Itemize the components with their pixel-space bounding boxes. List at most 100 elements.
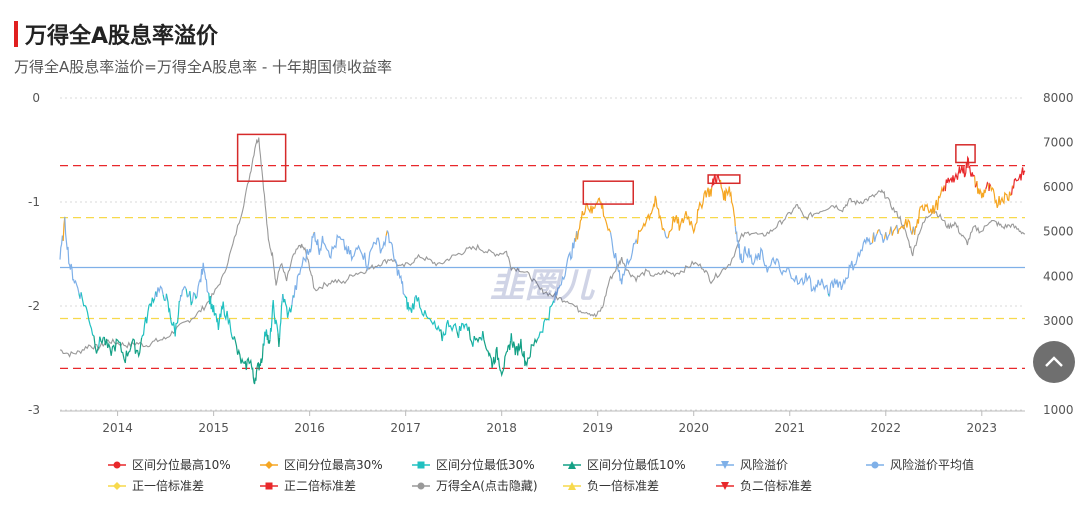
series-risk-premium-segment (156, 285, 164, 297)
y-tick-right: 5000 (1043, 225, 1074, 239)
legend-label: 风险溢价 (740, 458, 789, 472)
legend-item[interactable]: 区间分位最高30% (260, 456, 383, 473)
series-risk-premium-segment (1012, 167, 1026, 189)
series-risk-premium-segment (664, 231, 669, 239)
legend-label: 正一倍标准差 (132, 479, 205, 493)
legend-label: 区间分位最高10% (132, 458, 231, 472)
legend-marker-icon (563, 481, 581, 490)
series-risk-premium-segment (313, 232, 387, 272)
series-risk-premium-segment (891, 224, 898, 236)
series-risk-premium-segment (553, 238, 577, 303)
page-title: 万得全A股息率溢价 (25, 24, 219, 49)
series-risk-premium-segment (736, 231, 829, 294)
legend-item[interactable]: 风险溢价平均值 (866, 456, 974, 473)
series-risk-premium-segment (165, 293, 181, 337)
legend-item[interactable]: 正二倍标准差 (260, 477, 356, 494)
series-risk-premium-segment (536, 299, 555, 340)
y-tick-right: 6000 (1043, 180, 1074, 194)
legend-label: 正二倍标准差 (284, 479, 357, 493)
x-tick-label: 2016 (294, 421, 325, 435)
highlight-box (707, 174, 741, 185)
series-risk-premium-segment (80, 292, 95, 337)
highlight-box (955, 144, 976, 164)
highlight-box (582, 180, 634, 205)
legend-marker-icon (260, 482, 278, 489)
series-risk-premium-segment (988, 182, 992, 191)
series-risk-premium-segment (282, 293, 293, 318)
x-tick-label: 2015 (198, 421, 229, 435)
series-risk-premium-segment (974, 176, 976, 188)
series-risk-premium-segment (914, 185, 944, 235)
series-risk-premium-segment (636, 195, 666, 244)
series-risk-premium-segment (93, 335, 100, 354)
legend-item[interactable]: 负一倍标准差 (563, 477, 659, 494)
series-risk-premium-segment (719, 180, 736, 227)
series-risk-premium-segment (293, 233, 315, 298)
series-risk-premium-segment (185, 288, 188, 298)
series-risk-premium-segment (609, 232, 638, 285)
legend-marker-icon (412, 461, 430, 468)
scroll-to-top-button[interactable] (1033, 341, 1075, 383)
x-tick-label: 2020 (678, 421, 709, 435)
legend-label: 风险溢价平均值 (890, 458, 975, 472)
x-tick-label: 2023 (967, 421, 998, 435)
legend-marker-icon (412, 482, 430, 489)
series-risk-premium-segment (277, 333, 281, 347)
legend-item[interactable]: 负二倍标准差 (716, 477, 812, 494)
legend-item[interactable]: 区间分位最低10% (563, 456, 686, 473)
legend-item[interactable]: 区间分位最高10% (108, 456, 231, 473)
series-risk-premium-segment (386, 230, 406, 296)
series-risk-premium-segment (441, 320, 458, 342)
legend-marker-icon (108, 461, 126, 468)
series-risk-premium-segment (99, 336, 104, 345)
series-risk-premium-segment (279, 300, 283, 338)
legend-marker-icon (260, 460, 278, 469)
series-risk-premium-segment (189, 291, 194, 306)
y-tick-right: 4000 (1043, 269, 1074, 283)
legend-marker-icon (563, 460, 581, 469)
series-risk-premium-segment (510, 333, 539, 368)
legend-item[interactable]: 区间分位最低30% (412, 456, 535, 473)
series-risk-premium-segment (873, 232, 878, 242)
series-risk-premium-segment (196, 262, 210, 297)
series-risk-premium-segment (141, 297, 156, 339)
page-subtitle: 万得全A股息率溢价=万得全A股息率 - 十年期国债收益率 (14, 58, 393, 76)
legend-label: 万得全A(点击隐藏) (436, 479, 538, 493)
legend-marker-icon (866, 461, 884, 468)
series-risk-premium-segment (1011, 185, 1014, 195)
y-tick-left: -3 (28, 403, 40, 417)
legend-label: 负二倍标准差 (740, 479, 813, 493)
y-tick-right: 8000 (1043, 91, 1074, 105)
series-risk-premium-segment (897, 218, 912, 235)
series-risk-premium-segment (181, 285, 187, 297)
y-tick-right: 1000 (1043, 403, 1074, 417)
series-risk-premium-segment (985, 181, 989, 190)
series-wind-a (59, 137, 1026, 358)
legend-marker-icon (716, 481, 734, 490)
series-risk-premium-segment (482, 331, 512, 378)
series-risk-premium-segment (208, 293, 233, 338)
series-risk-premium-segment (191, 291, 196, 302)
y-tick-left: -1 (28, 195, 40, 209)
series-risk-premium-segment (194, 293, 198, 300)
series-risk-premium-segment (233, 336, 265, 385)
chart-svg[interactable]: 0-1-2-3800070006000500040003000200010002… (0, 0, 1080, 445)
series-risk-premium-segment (472, 336, 475, 347)
series-risk-premium-segment (711, 173, 721, 188)
series-risk-premium-segment (473, 335, 483, 344)
legend-item[interactable]: 正一倍标准差 (108, 477, 204, 494)
legend-item[interactable]: 风险溢价 (716, 456, 788, 473)
series-risk-premium-segment (415, 295, 442, 332)
series-risk-premium-segment (667, 187, 713, 238)
legend-label: 区间分位最低10% (587, 458, 686, 472)
chart-legend: 区间分位最高10% 区间分位最高30% 区间分位最低30% 区间分位最低10% 风险溢价… (0, 450, 1080, 500)
series-risk-premium-segment (468, 326, 474, 347)
series-risk-premium-segment (457, 322, 470, 339)
x-tick-label: 2021 (774, 421, 805, 435)
legend-item[interactable]: 万得全A(点击隐藏) (412, 477, 538, 494)
legend-marker-icon (108, 481, 126, 490)
series-risk-premium-segment (576, 197, 612, 240)
watermark-logo: 韭圈儿 (490, 266, 595, 306)
y-tick-left: 0 (32, 91, 40, 105)
x-tick-label: 2017 (390, 421, 421, 435)
